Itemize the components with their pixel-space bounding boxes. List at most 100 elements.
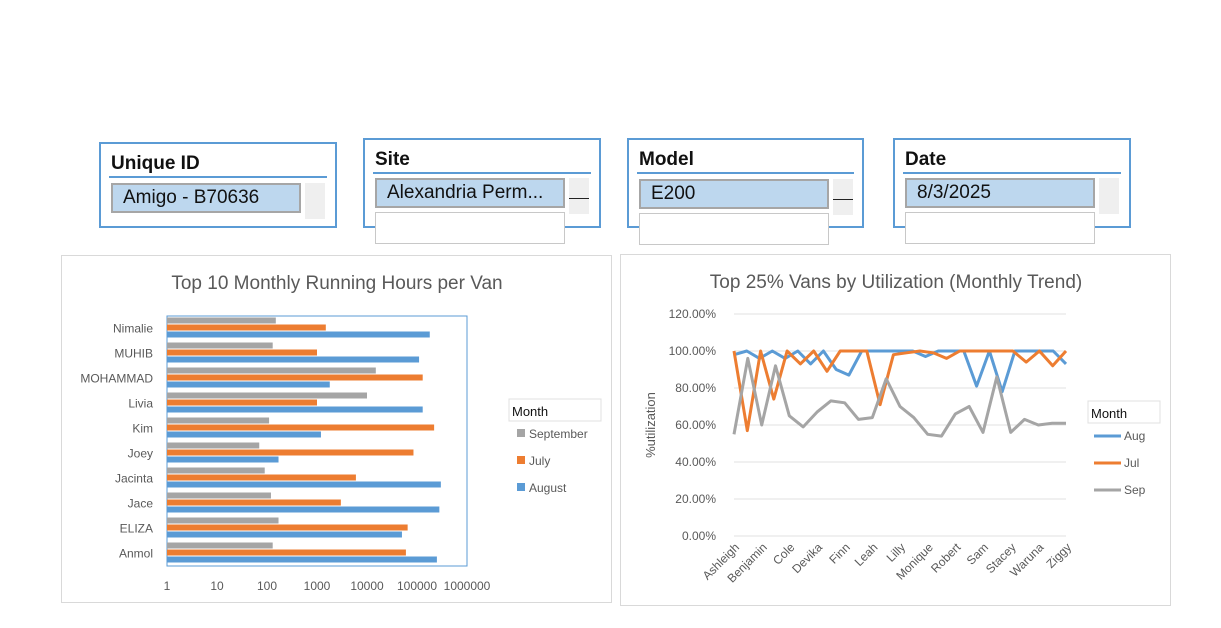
slicer-item-selected[interactable]: 8/3/2025 — [905, 178, 1095, 208]
category-label: Jacinta — [115, 472, 153, 486]
bar-july — [167, 524, 408, 531]
slicer-date[interactable]: Date 8/3/2025 — [893, 138, 1131, 244]
category-label: Jace — [128, 497, 154, 511]
series-line-jul — [732, 349, 1068, 433]
bar-july — [167, 549, 406, 556]
bar-july — [167, 474, 356, 481]
slicer-title: Model — [639, 149, 694, 170]
legend-label: August — [529, 481, 567, 495]
category-label: Kim — [132, 422, 153, 436]
bar-september — [167, 542, 273, 549]
slicer-title: Site — [375, 149, 410, 170]
y-axis-label: %utilization — [643, 392, 658, 458]
line-chart-panel: Top 25% Vans by Utilization (Monthly Tre… — [620, 254, 1171, 606]
slicer-item-empty[interactable] — [905, 212, 1095, 244]
bar-september — [167, 367, 376, 374]
y-tick-label: 100.00% — [669, 344, 717, 358]
slicer-header: Model — [637, 146, 854, 174]
bar-chart-panel: Top 10 Monthly Running Hours per Van 1 10 1… — [61, 255, 612, 603]
bar-september — [167, 492, 271, 499]
bar-august — [167, 381, 330, 388]
bar-august — [167, 356, 420, 363]
category-label: Joey — [128, 447, 153, 461]
scroll-dash-icon — [569, 198, 589, 199]
slicer-item-empty[interactable] — [375, 212, 565, 244]
legend-swatch — [517, 483, 525, 491]
x-tick-label: 10 — [210, 579, 224, 593]
slicer-scrollbar[interactable] — [833, 179, 853, 215]
bar-july — [167, 449, 414, 456]
y-tick-label: 40.00% — [675, 455, 716, 469]
x-tick-label: Devika — [789, 540, 825, 576]
category-label: ELIZA — [120, 522, 153, 536]
slicer-header: Unique ID — [109, 150, 327, 178]
y-tick-label: 60.00% — [675, 418, 716, 432]
x-tick-label: Finn — [826, 540, 852, 566]
x-tick-label: 1000000 — [444, 579, 491, 593]
legend-label: Aug — [1124, 429, 1145, 443]
bar-september — [167, 342, 273, 349]
category-label: Livia — [128, 397, 153, 411]
legend-label: September — [529, 427, 588, 441]
slicer-scrollbar[interactable] — [305, 183, 325, 219]
legend-title: Month — [512, 404, 548, 419]
x-tick-label: Leah — [852, 540, 881, 569]
y-tick-label: 80.00% — [675, 381, 716, 395]
slicer-title: Date — [905, 149, 947, 170]
bar-july — [167, 424, 435, 431]
slicer-item-selected[interactable]: Amigo - B70636 — [111, 183, 301, 213]
category-label: MOHAMMAD — [80, 372, 153, 386]
x-tick-label: 1000 — [304, 579, 331, 593]
bar-september — [167, 392, 367, 399]
chart-title: Top 25% Vans by Utilization (Monthly Tre… — [710, 272, 1082, 293]
bar-july — [167, 349, 317, 356]
category-label: MUHIB — [114, 347, 153, 361]
bar-september — [167, 467, 265, 474]
slicer-header: Date — [903, 146, 1121, 174]
category-label: Anmol — [119, 547, 153, 561]
y-tick-label: 120.00% — [669, 307, 717, 321]
slicer-site[interactable]: Site Alexandria Perm... — [363, 138, 601, 244]
slicer-unique-id[interactable]: Unique ID Amigo - B70636 — [99, 142, 337, 228]
bar-august — [167, 481, 441, 488]
slicer-item-selected[interactable]: E200 — [639, 179, 829, 209]
legend-label: Sep — [1124, 483, 1146, 497]
bar-august — [167, 331, 430, 338]
y-tick-label: 0.00% — [682, 529, 716, 543]
bar-august — [167, 456, 279, 463]
plot-area — [166, 315, 468, 567]
x-tick-label: Ziggy — [1043, 540, 1074, 571]
bar-september — [167, 317, 276, 324]
bar-august — [167, 556, 437, 563]
bar-september — [167, 517, 279, 524]
slicer-scrollbar[interactable] — [569, 178, 589, 214]
chart-title: Top 10 Monthly Running Hours per Van — [171, 273, 502, 294]
category-label: Nimalie — [113, 322, 153, 336]
scroll-dash-icon — [833, 199, 853, 200]
legend-swatch — [517, 456, 525, 464]
series-line-aug — [733, 349, 1068, 394]
legend-title-box — [508, 398, 602, 422]
x-tick-label: 10000 — [350, 579, 384, 593]
legend-label: Jul — [1124, 456, 1139, 470]
x-tick-label: 100000 — [397, 579, 437, 593]
slicer-model[interactable]: Model E200 — [627, 138, 864, 245]
slicer-scrollbar[interactable] — [1099, 178, 1119, 214]
bar-september — [167, 442, 260, 449]
y-tick-label: 20.00% — [675, 492, 716, 506]
legend-swatch — [517, 429, 525, 437]
slicer-title: Unique ID — [111, 153, 200, 174]
bar-august — [167, 431, 321, 438]
x-tick-label: 1 — [164, 579, 171, 593]
line-chart: Top 25% Vans by Utilization (Monthly Tre… — [643, 272, 1161, 585]
bar-july — [167, 399, 317, 406]
x-tick-label: 100 — [257, 579, 277, 593]
legend-label: July — [529, 454, 550, 468]
legend-title: Month — [1091, 406, 1127, 421]
bar-august — [167, 406, 423, 413]
bar-chart: Top 10 Monthly Running Hours per Van 1 10 1… — [80, 273, 602, 593]
bar-july — [167, 499, 341, 506]
slicer-item-selected[interactable]: Alexandria Perm... — [375, 178, 565, 208]
bar-july — [167, 374, 423, 381]
slicer-item-empty[interactable] — [639, 213, 829, 245]
